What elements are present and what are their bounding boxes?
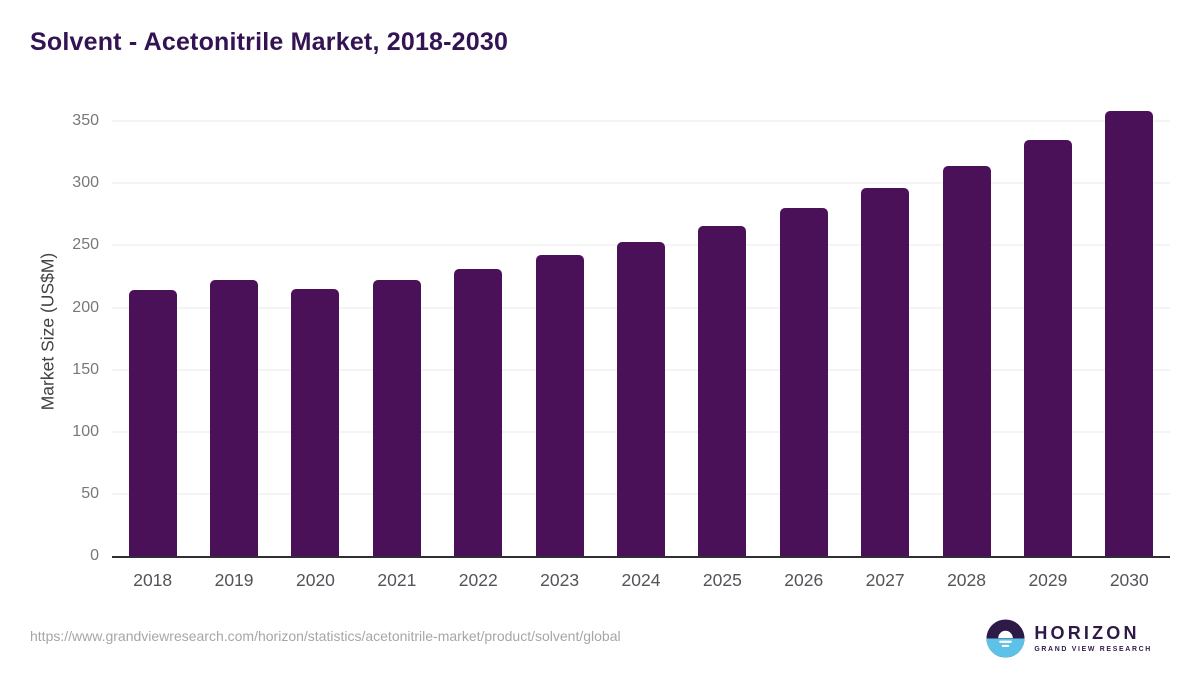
logo-text-block: HORIZON GRAND VIEW RESEARCH <box>1034 623 1152 653</box>
gridline <box>112 120 1170 122</box>
bar-2028 <box>942 165 991 556</box>
bar-2021 <box>372 280 421 556</box>
horizon-logo: HORIZON GRAND VIEW RESEARCH <box>986 619 1152 658</box>
x-tick-label-2021: 2021 <box>377 570 417 590</box>
y-tick-label-150: 150 <box>72 360 99 378</box>
x-tick-label-2028: 2028 <box>947 570 986 590</box>
horizon-sun-icon <box>986 619 1025 658</box>
y-tick-label-0: 0 <box>90 547 99 564</box>
x-tick-label-2024: 2024 <box>621 570 661 590</box>
x-tick-label-2025: 2025 <box>702 570 742 590</box>
x-tick-label-2019: 2019 <box>214 570 254 590</box>
x-tick-label-2027: 2027 <box>865 570 905 590</box>
bar-2030 <box>1105 111 1154 556</box>
y-axis-title-wrap: Market Size (US$M) <box>26 105 70 558</box>
bar-2023 <box>535 255 584 556</box>
x-tick-label-2026: 2026 <box>784 570 824 590</box>
y-tick-label-100: 100 <box>72 422 99 440</box>
y-tick-label-300: 300 <box>72 174 99 192</box>
bar-2027 <box>861 188 910 556</box>
chart-title: Solvent - Acetonitrile Market, 2018-2030 <box>30 28 509 56</box>
logo-name: HORIZON <box>1034 623 1140 644</box>
plot-area: 0 50 100 150 200 250 300 350 2018 2019 2020 2021 202… <box>72 105 1170 590</box>
bar-2024 <box>617 241 665 556</box>
logo-tagline: GRAND VIEW RESEARCH <box>1034 645 1152 653</box>
x-tick-label-2029: 2029 <box>1028 570 1068 590</box>
y-tick-label-200: 200 <box>72 298 99 316</box>
bar-2018 <box>128 290 177 556</box>
bar-2026 <box>779 208 828 556</box>
footer-source-url: https://www.grandviewresearch.com/horizo… <box>30 628 621 644</box>
bar-2019 <box>210 280 259 556</box>
x-tick-label-2023: 2023 <box>540 570 580 590</box>
x-tick-label-2020: 2020 <box>295 570 335 590</box>
gridline <box>112 182 1170 184</box>
bar-2022 <box>454 269 503 556</box>
bar-2025 <box>698 225 747 556</box>
y-tick-label-50: 50 <box>81 484 99 502</box>
bar-2029 <box>1023 139 1072 556</box>
y-tick-label-350: 350 <box>72 112 99 130</box>
y-tick-label-250: 250 <box>72 236 99 254</box>
x-tick-label-2030: 2030 <box>1109 570 1149 590</box>
bar-2020 <box>291 288 340 556</box>
x-tick-label-2018: 2018 <box>133 570 173 590</box>
x-tick-label-2022: 2022 <box>458 570 498 590</box>
y-axis-title: Market Size (US$M) <box>37 252 58 411</box>
